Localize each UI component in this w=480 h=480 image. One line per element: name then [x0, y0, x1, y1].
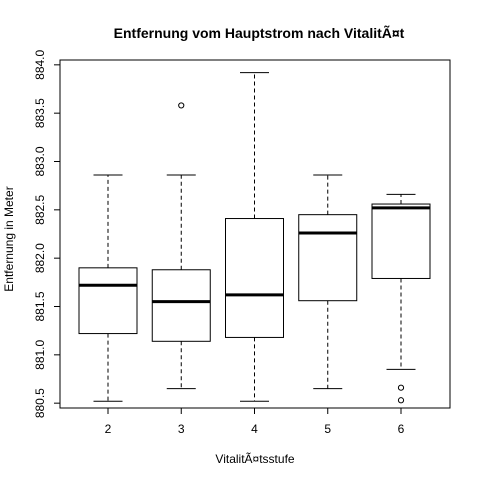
y-tick-label: 883.0 [33, 146, 47, 176]
chart-title: Entfernung vom Hauptstrom nach VitalitÃ¤… [114, 24, 405, 41]
y-tick-label: 882.0 [33, 243, 47, 273]
x-tick-label: 3 [178, 422, 185, 436]
box-rect [151, 269, 211, 342]
y-axis-label: Entfernung in Meter [2, 186, 16, 291]
boxes-layer [78, 72, 431, 404]
y-tick-label: 883.5 [33, 98, 47, 128]
x-tick-label: 2 [105, 422, 112, 436]
y-axis: 880.5 881.0 881.5 882.0 882.5 883.0 883.5 884.0 [33, 49, 60, 418]
y-tick-label: 881.0 [33, 339, 47, 369]
box-3 [151, 102, 211, 390]
box-6 [371, 193, 431, 404]
x-tick-label: 6 [398, 422, 405, 436]
x-axis: 2 3 4 5 6 [105, 408, 405, 436]
y-tick-label: 884.0 [33, 49, 47, 79]
outlier-point [178, 102, 185, 109]
box-rect [371, 203, 431, 279]
x-tick-label: 4 [251, 422, 258, 436]
box-rect [298, 214, 358, 302]
outlier-point [397, 397, 405, 404]
outlier-point [397, 384, 405, 391]
box-4 [225, 72, 284, 402]
y-tick-label: 882.5 [33, 194, 47, 224]
box-5 [298, 174, 358, 390]
box-rect [78, 267, 138, 335]
x-tick-label: 5 [324, 422, 331, 436]
y-tick-label: 881.5 [33, 291, 47, 321]
x-axis-label: VitalitÃ¤tsstufe [215, 452, 294, 466]
box-2 [78, 174, 138, 402]
y-tick-label: 880.5 [33, 388, 47, 418]
box-rect [225, 218, 284, 338]
